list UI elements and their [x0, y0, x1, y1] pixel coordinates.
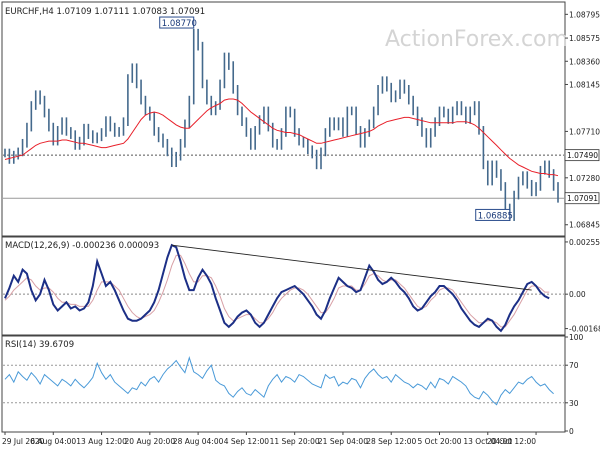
macd-ytick-label: -0.001685 [569, 325, 600, 334]
price-header: EURCHF,H4 1.07109 1.07111 1.07083 1.0709… [5, 7, 205, 17]
macd-series-group [3, 243, 564, 333]
x-tick-label: 4 Sep 12:00 [224, 437, 270, 446]
macd-signal-line [4, 254, 550, 328]
macd-ytick-label: 0.002557 [569, 238, 600, 247]
x-tick-label: 20 Aug 20:00 [125, 437, 176, 446]
moving-average-line [4, 98, 559, 177]
price-series-group: 1.08770 1.06885 [3, 16, 564, 221]
price-ytick-label: 1.08575 [569, 34, 600, 43]
price-level-box [564, 192, 600, 205]
macd-panel-frame [1, 236, 566, 336]
x-tick-label: 20 Oct 12:00 [487, 437, 536, 446]
rsi-ytick-label: 100 [569, 333, 584, 342]
x-tick-label: 28 Aug 04:00 [173, 437, 224, 446]
price-ytick-label: 1.08360 [569, 57, 600, 66]
annotation-label: 1.08770 [162, 19, 197, 29]
annotation-box [475, 208, 511, 221]
annotation-box [159, 16, 195, 29]
price-panel-frame [1, 1, 566, 237]
rsi-panel-frame [1, 335, 566, 433]
rsi-ytick-label: 0 [569, 427, 574, 436]
macd-line [4, 243, 550, 333]
macd-ytick-label: 0.00 [569, 290, 586, 299]
x-tick-label: 11 Sep 20:00 [270, 437, 320, 446]
price-level-label: 1.07091 [567, 194, 598, 203]
price-ytick-label: 1.08145 [569, 80, 600, 89]
watermark: ActionForex.com [385, 27, 568, 52]
x-tick-label: 13 Aug 12:00 [76, 437, 127, 446]
price-ytick-label: 1.07280 [569, 174, 600, 183]
x-tick-label: 5 Oct 20:00 [417, 437, 461, 446]
price-ytick-label: 1.08795 [569, 10, 600, 19]
price-level-box [564, 149, 600, 162]
rsi-line [4, 355, 554, 406]
rsi-ytick-label: 30 [569, 399, 579, 408]
x-tick-label: 28 Sep 12:00 [366, 437, 416, 446]
x-tick-label: 21 Sep 04:00 [318, 437, 368, 446]
macd-trendline [171, 244, 532, 291]
x-tick-label: 6 Aug 04:00 [30, 437, 76, 446]
rsi-header: RSI(14) 39.6709 [5, 340, 74, 350]
annotation-label: 1.06885 [478, 211, 513, 221]
x-tick-label: 13 Oct 04:00 [463, 437, 512, 446]
rsi-ytick-label: 70 [569, 361, 579, 370]
x-tick-label: 29 Jul 2020 [2, 437, 45, 446]
macd-header: MACD(12,26,9) -0.000236 0.000093 [5, 241, 159, 251]
price-ytick-label: 1.06845 [569, 221, 600, 230]
rsi-series-group [3, 355, 564, 406]
price-ytick-label: 1.07710 [569, 127, 600, 136]
axis-labels-group: 1.08795 1.08575 1.08360 1.08145 1.07710 1.072… [2, 10, 600, 446]
price-level-label: 1.07490 [567, 151, 598, 160]
